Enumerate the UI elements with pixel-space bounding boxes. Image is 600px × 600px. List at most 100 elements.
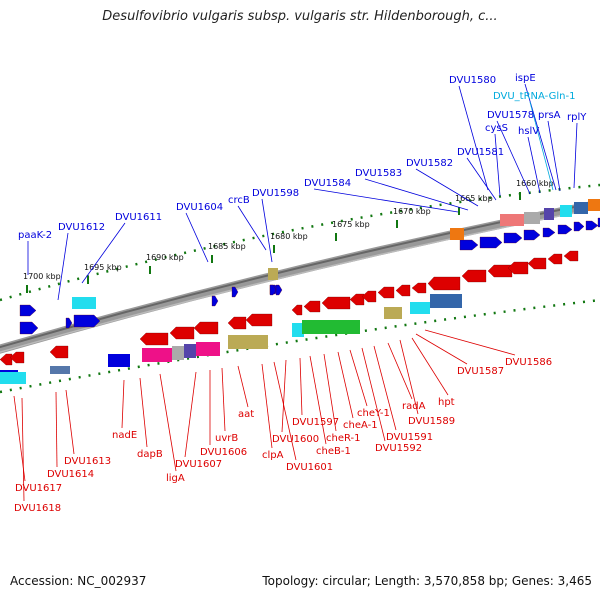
bottom-gene-label[interactable]: ligA bbox=[166, 473, 185, 484]
bottom-gene-label[interactable]: DVU1607 bbox=[175, 459, 222, 470]
forward-gene-arrow[interactable] bbox=[573, 221, 585, 232]
top-gene-label[interactable]: DVU1584 bbox=[304, 178, 351, 189]
bottom-gene-label[interactable]: DVU1606 bbox=[200, 447, 247, 458]
forward-gene-arrow[interactable] bbox=[479, 236, 503, 249]
bottom-gene-label[interactable]: clpA bbox=[262, 450, 284, 461]
reverse-gene-arrow[interactable] bbox=[547, 253, 563, 265]
forward-gene-arrow[interactable] bbox=[269, 284, 277, 296]
bottom-gene-label[interactable]: nadE bbox=[112, 430, 137, 441]
forward-gene-arrow[interactable] bbox=[19, 304, 37, 317]
forward-gene-arrow[interactable] bbox=[19, 321, 39, 335]
forward-features[interactable] bbox=[0, 217, 600, 382]
bottom-gene-label[interactable]: DVU1614 bbox=[47, 469, 94, 480]
reverse-features[interactable] bbox=[0, 250, 579, 366]
forward-gene-arrow[interactable] bbox=[542, 227, 556, 238]
reverse-gene-arrow[interactable] bbox=[527, 257, 547, 270]
bottom-gene-label[interactable]: DVU1601 bbox=[286, 462, 333, 473]
top-gene-label[interactable]: hslV bbox=[518, 126, 539, 137]
bottom-gene-label[interactable]: DVU1586 bbox=[505, 357, 552, 368]
reverse-gene-arrow[interactable] bbox=[487, 264, 513, 278]
bottom-gene-label[interactable]: cheA-1 bbox=[343, 420, 378, 431]
top-gene-label[interactable]: DVU1581 bbox=[457, 147, 504, 158]
reverse-gene-arrow[interactable] bbox=[169, 326, 195, 340]
reverse-gene-arrow[interactable] bbox=[9, 351, 25, 364]
bottom-gene-label[interactable]: cheR-1 bbox=[326, 433, 361, 444]
scale-label: 1670 kbp bbox=[393, 207, 431, 216]
bottom-gene-label[interactable]: DVU1592 bbox=[375, 443, 422, 454]
reverse-gene-arrow[interactable] bbox=[349, 293, 365, 306]
reverse-gene-arrow[interactable] bbox=[0, 353, 13, 366]
top-gene-label[interactable]: DVU1583 bbox=[355, 168, 402, 179]
bottom-gene-label[interactable]: DVU1613 bbox=[64, 456, 111, 467]
forward-gene-arrow[interactable] bbox=[231, 286, 239, 298]
forward-gene-arrow[interactable] bbox=[211, 295, 219, 307]
scale-ticks bbox=[26, 192, 521, 293]
bottom-gene-label[interactable]: aat bbox=[238, 409, 254, 420]
reverse-gene-arrow[interactable] bbox=[461, 269, 487, 283]
reverse-gene-arrow[interactable] bbox=[361, 290, 377, 303]
top-gene-label[interactable]: DVU1611 bbox=[115, 212, 162, 223]
forward-gene-block[interactable] bbox=[430, 294, 462, 308]
forward-gene-arrow[interactable] bbox=[523, 229, 541, 241]
reverse-gene-arrow[interactable] bbox=[563, 250, 579, 262]
reverse-gene-arrow[interactable] bbox=[139, 332, 169, 346]
forward-gene-block[interactable] bbox=[108, 354, 130, 367]
top-leader-line bbox=[458, 85, 489, 191]
trna-gene-label[interactable]: DVU_tRNA-Gln-1 bbox=[493, 91, 575, 102]
top-gene-label[interactable]: DVU1598 bbox=[252, 188, 299, 199]
reverse-gene-arrow[interactable] bbox=[303, 300, 321, 313]
bottom-gene-label[interactable]: DVU1597 bbox=[292, 417, 339, 428]
forward-gene-arrow[interactable] bbox=[585, 220, 599, 231]
top-gene-label[interactable]: cysS bbox=[485, 123, 508, 134]
reverse-gene-arrow[interactable] bbox=[411, 282, 427, 294]
forward-gene-arrow[interactable] bbox=[73, 314, 101, 328]
forward-gene-arrow[interactable] bbox=[459, 239, 479, 251]
forward-gene-arrow[interactable] bbox=[557, 224, 573, 235]
bottom-gene-labels[interactable]: DVU1586DVU1587hptDVU1589radADVU1591DVU15… bbox=[14, 357, 552, 514]
top-gene-label[interactable]: paaK-2 bbox=[18, 230, 52, 241]
top-gene-label[interactable]: rplY bbox=[567, 112, 587, 123]
top-gene-label[interactable]: crcB bbox=[228, 195, 250, 206]
top-gene-label[interactable]: DVU1612 bbox=[58, 222, 105, 233]
cyan-domain-band bbox=[72, 297, 96, 309]
bottom-gene-label[interactable]: DVU1600 bbox=[272, 434, 319, 445]
reverse-gene-arrow[interactable] bbox=[49, 345, 69, 359]
bottom-gene-label[interactable]: cheY-1 bbox=[357, 408, 390, 419]
topology-label: Topology: circular; Length: 3,570,858 bp… bbox=[262, 574, 592, 588]
bottom-gene-label[interactable]: DVU1587 bbox=[457, 366, 504, 377]
forward-gene-block[interactable] bbox=[50, 366, 70, 374]
reverse-gene-arrow[interactable] bbox=[291, 304, 303, 316]
top-gene-label[interactable]: DVU1604 bbox=[176, 202, 223, 213]
bottom-gene-label[interactable]: hpt bbox=[438, 397, 455, 408]
bottom-gene-label[interactable]: DVU1617 bbox=[15, 483, 62, 494]
top-gene-label[interactable]: prsA bbox=[538, 110, 561, 121]
reverse-gene-arrow[interactable] bbox=[227, 316, 247, 330]
reverse-gene-arrow[interactable] bbox=[427, 276, 461, 291]
reverse-gene-arrow[interactable] bbox=[395, 284, 411, 297]
bottom-gene-label[interactable]: radA bbox=[402, 401, 426, 412]
forward-gene-arrow[interactable] bbox=[503, 232, 523, 244]
forward-gene-arrow[interactable] bbox=[65, 317, 73, 329]
forward-gene-arrow[interactable] bbox=[275, 284, 283, 296]
scale-label: 1665 kbp bbox=[455, 194, 493, 203]
top-gene-label[interactable]: DVU1580 bbox=[449, 75, 496, 86]
reverse-gene-arrow[interactable] bbox=[377, 286, 395, 299]
bottom-gene-label[interactable]: DVU1591 bbox=[386, 432, 433, 443]
bottom-gene-label[interactable]: DVU1589 bbox=[408, 416, 455, 427]
bottom-gene-label[interactable]: cheB-1 bbox=[316, 446, 351, 457]
olive-domain-band bbox=[268, 268, 278, 280]
purple-domain-band bbox=[184, 344, 196, 358]
reverse-gene-arrow[interactable] bbox=[507, 261, 529, 275]
reverse-gene-arrow[interactable] bbox=[245, 313, 273, 327]
bottom-gene-label[interactable]: DVU1618 bbox=[14, 503, 61, 514]
reverse-gene-arrow[interactable] bbox=[321, 296, 351, 310]
top-gene-label[interactable]: ispE bbox=[515, 73, 536, 84]
bottom-gene-label[interactable]: uvrB bbox=[215, 433, 238, 444]
top-gene-label[interactable]: DVU1582 bbox=[406, 158, 453, 169]
bottom-gene-label[interactable]: dapB bbox=[137, 449, 163, 460]
reverse-gene-arrow[interactable] bbox=[193, 321, 219, 335]
top-gene-label[interactable]: DVU1578 bbox=[487, 110, 534, 121]
organism-title: Desulfovibrio vulgaris subsp. vulgaris s… bbox=[102, 9, 498, 24]
